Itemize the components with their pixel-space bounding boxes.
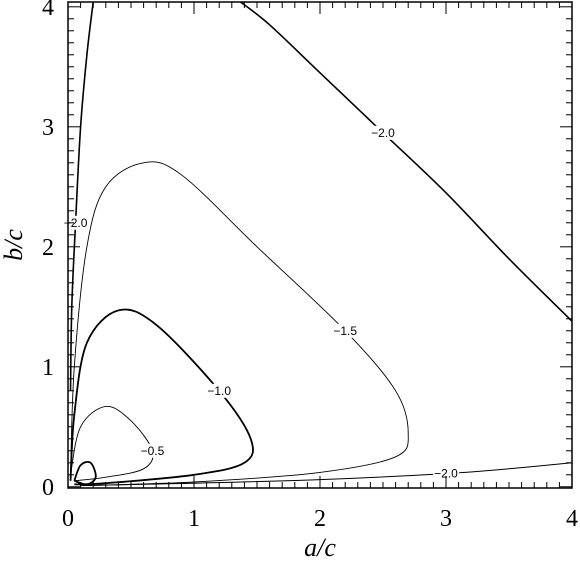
y-tick-label: 0 xyxy=(42,475,54,501)
contours xyxy=(69,1,573,487)
y-tick-label: 3 xyxy=(42,115,54,141)
contour-label-bg xyxy=(206,383,233,398)
x-tick-label: 4 xyxy=(566,506,578,532)
y-axis-label: b/c xyxy=(0,229,28,261)
x-tick-label: 2 xyxy=(314,506,326,532)
contour-label: −2.0 xyxy=(371,126,395,140)
contour-line xyxy=(69,1,94,391)
contour-line xyxy=(240,1,573,322)
contour-label: −1.5 xyxy=(333,324,357,338)
contour-line xyxy=(70,405,154,482)
contour-label-bg xyxy=(370,125,397,140)
y-tick-label: 2 xyxy=(42,235,54,261)
x-tick-label: 3 xyxy=(440,506,452,532)
x-axis-label: a/c xyxy=(304,533,336,562)
contour-line xyxy=(73,460,97,486)
contour-line xyxy=(70,161,409,487)
contour-label-bg xyxy=(62,215,89,230)
contour-label-bg xyxy=(139,443,166,458)
y-tick-label: 1 xyxy=(42,355,54,381)
contour-label: −1.0 xyxy=(207,384,231,398)
x-tick-label: 0 xyxy=(62,506,74,532)
y-tick-label: 4 xyxy=(42,0,54,21)
contour-line xyxy=(80,462,573,487)
contour-label-bg xyxy=(433,466,460,481)
contour-label: −0.5 xyxy=(141,444,165,458)
contour-label: −2.0 xyxy=(64,216,88,230)
contour-label: −2.0 xyxy=(434,467,458,481)
contour-label-bg xyxy=(332,323,359,338)
x-tick-label: 1 xyxy=(188,506,200,532)
